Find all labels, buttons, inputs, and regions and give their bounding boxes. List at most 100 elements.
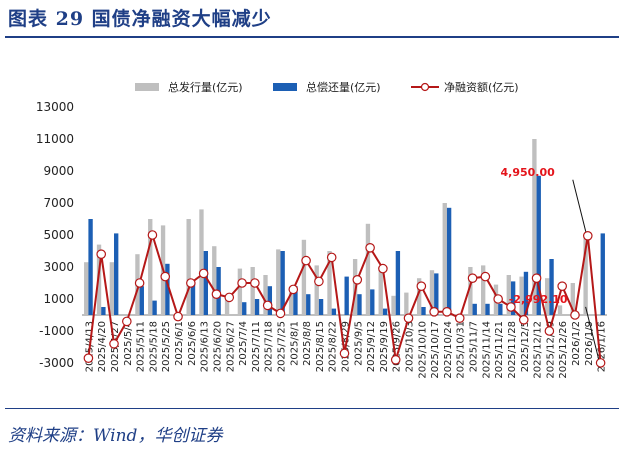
net-financing-point	[595, 358, 606, 368]
repayment-bar	[293, 286, 298, 315]
net-financing-point	[109, 338, 119, 349]
x-tick-label: 2025/8/1	[289, 321, 300, 366]
net-financing-point	[544, 326, 555, 336]
issuance-bar	[404, 292, 409, 315]
repayment-bar	[306, 294, 311, 315]
x-tick-label: 2025/10/24	[443, 321, 454, 379]
x-tick-label: 2025/6/20	[212, 321, 223, 372]
net-financing-point	[211, 289, 222, 300]
x-tick-label: 2025/7/25	[276, 321, 287, 372]
issuance-bar	[199, 209, 204, 315]
net-financing-point	[557, 281, 567, 291]
net-financing-point	[454, 313, 465, 323]
legend-label: 净融资额(亿元)	[444, 80, 519, 94]
repayment-bar	[357, 294, 362, 315]
net-financing-point	[83, 353, 94, 363]
issuance-bar	[84, 262, 89, 315]
x-tick-label: 2025/5/25	[161, 321, 172, 372]
repayment-bar	[331, 308, 337, 315]
y-tick-label: 5000	[43, 228, 74, 242]
x-tick-label: 2025/9/12	[366, 321, 377, 372]
issuance-bar	[545, 278, 550, 315]
issuance-bar	[314, 265, 319, 315]
y-tick-label: 3000	[43, 260, 74, 274]
line-series-group	[83, 230, 606, 368]
legend-label: 总发行量(亿元)	[168, 80, 243, 94]
repayment-bar	[318, 299, 324, 315]
y-tick-label: 13000	[36, 100, 74, 114]
chart-legend: 总发行量(亿元) 总偿还量(亿元) 净融资额(亿元)	[135, 80, 519, 94]
repayment-bar	[370, 289, 375, 315]
net-financing-point	[429, 306, 439, 317]
net-financing-point	[390, 354, 401, 365]
repayment-bar	[242, 302, 247, 315]
repayment-bar	[523, 271, 529, 315]
repayment-bar	[434, 273, 439, 315]
repayment-bar	[267, 286, 273, 315]
annotation-leader	[572, 179, 587, 232]
net-financing-point	[506, 302, 516, 312]
x-tick-label: 2025/10/31	[456, 321, 467, 379]
repayment-bar	[382, 308, 388, 315]
net-financing-point	[147, 230, 158, 240]
annotation-leader	[585, 306, 600, 359]
repayment-bar	[472, 303, 477, 315]
x-tick-label: 2025/6/6	[187, 321, 198, 366]
issuance-bar	[391, 295, 396, 315]
figure-footer: 资料来源：Wind，华创证券	[0, 402, 626, 457]
x-tick-label: 2025/8/15	[315, 321, 326, 372]
repayment-bar	[280, 251, 285, 315]
issuance-bar	[263, 275, 268, 315]
chart-annotations: 4,950.00 -2,992.10	[501, 166, 600, 359]
issuance-bar	[109, 262, 115, 315]
x-tick-label: 2025/7/18	[264, 321, 275, 372]
repayment-bar	[395, 251, 401, 315]
x-tick-label: 2025/11/7	[469, 321, 480, 372]
y-tick-label: 7000	[43, 196, 74, 210]
net-financing-point	[365, 243, 375, 253]
bar-series-group	[84, 139, 605, 315]
net-financing-point	[262, 300, 273, 311]
issuance-bar	[570, 283, 575, 315]
y-tick-label: -3000	[39, 356, 74, 370]
net-financing-point	[378, 263, 388, 274]
issuance-bar	[301, 239, 307, 315]
repayment-bar	[600, 233, 605, 315]
x-tick-label: 2025/9/19	[379, 321, 390, 372]
issuance-bar	[327, 251, 332, 315]
repayment-bar	[165, 263, 170, 315]
repayment-bar	[114, 233, 119, 315]
repayment-bar	[485, 303, 490, 315]
repayment-bar	[203, 251, 208, 315]
x-tick-label: 2026/1/16	[597, 321, 608, 372]
y-tick-label: 1000	[43, 292, 74, 306]
x-tick-label: 2025/11/21	[494, 321, 505, 379]
net-financing-point	[224, 292, 235, 303]
issuance-bar	[212, 246, 217, 315]
repayment-bar	[344, 276, 349, 315]
net-financing-point	[250, 278, 260, 288]
issuance-bar	[557, 305, 563, 315]
data-label-annotation: 4,950.00	[501, 166, 556, 179]
net-financing-point	[275, 308, 286, 319]
net-financing-point	[160, 271, 171, 282]
net-financing-point	[582, 231, 593, 241]
net-financing-point	[198, 268, 209, 279]
net-financing-point	[442, 306, 452, 317]
net-financing-point	[314, 276, 324, 287]
x-tick-label: 2025/10/10	[417, 321, 428, 379]
net-financing-point	[531, 273, 542, 283]
x-tick-label: 2025/11/14	[481, 321, 492, 379]
x-tick-label: 2025/12/26	[558, 321, 569, 379]
issuance-bar	[378, 267, 383, 315]
repayment-bar	[446, 207, 452, 315]
issuance-bar	[429, 270, 435, 315]
issuance-bar	[506, 275, 511, 315]
repayment-bar	[498, 303, 503, 315]
issuance-bar	[276, 249, 281, 315]
repayment-bar	[510, 281, 516, 315]
x-axis: 2025/4/132025/4/202025/4/272025/5/42025/…	[82, 314, 608, 379]
y-tick-label: -1000	[39, 324, 74, 338]
x-tick-label: 2025/6/13	[200, 321, 211, 372]
net-financing-point	[173, 311, 183, 322]
